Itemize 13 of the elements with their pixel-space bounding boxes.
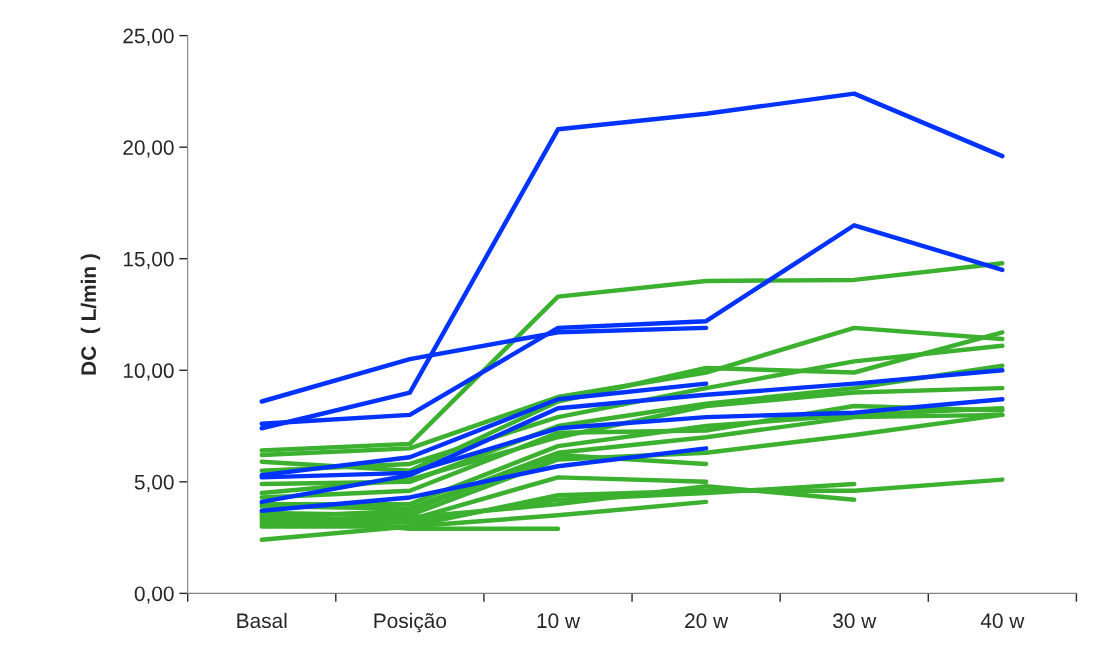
x-tick-label: 20 w <box>685 613 729 629</box>
y-tick-label: 25,00 <box>123 28 174 46</box>
y-tick-label: 5,00 <box>134 474 174 493</box>
x-tick-label: Posição <box>374 612 447 633</box>
x-tick-label: 10 w <box>537 613 581 629</box>
y-tick-label: 0,00 <box>134 586 174 604</box>
x-tick-label: 30 w <box>833 613 877 629</box>
x-tick-label: Basal <box>237 612 287 629</box>
y-tick-label: 20,00 <box>123 140 174 158</box>
y-tick-label: 15,00 <box>123 251 174 269</box>
y-axis-title: DC ( L/min ) <box>80 254 101 375</box>
y-tick-label: 10,00 <box>123 363 174 381</box>
x-tick-label: 40 w <box>980 613 1025 629</box>
